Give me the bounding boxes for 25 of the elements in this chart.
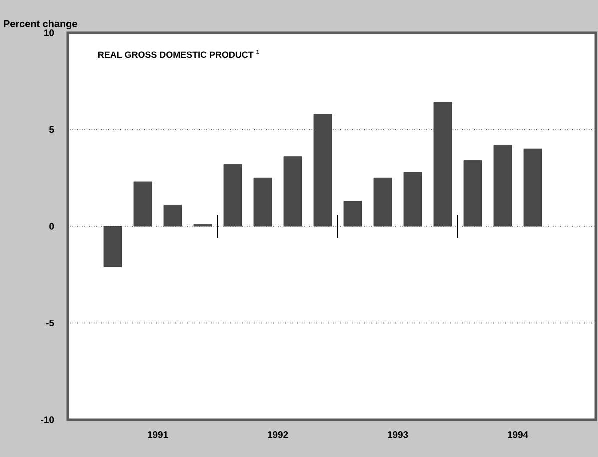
text: REAL GROSS DOMESTIC PRODUCT $^{1}$ [98, 50, 260, 58]
y-tick-label: 5 [50, 126, 54, 134]
bar [284, 156, 302, 227]
bar [464, 160, 482, 227]
y-tick-label: 0 [50, 223, 54, 230]
bar [254, 178, 272, 227]
y-tick-label: -5 [46, 320, 54, 327]
bar [494, 145, 512, 227]
x-tick-label: 1991 [148, 432, 168, 438]
y-axis-title: Percent change [4, 20, 78, 30]
bar [134, 182, 152, 227]
y-tick-label: -10 [41, 416, 54, 424]
bar [104, 226, 122, 268]
bar [344, 201, 362, 227]
bar [404, 172, 422, 227]
bar [524, 148, 542, 227]
x-tick-label: 1993 [388, 432, 408, 438]
bar [374, 178, 392, 227]
bar [164, 205, 182, 227]
bar [314, 114, 332, 227]
bar [224, 164, 242, 227]
bar [434, 102, 452, 227]
y-tick-label: 10 [44, 30, 54, 36]
x-tick-label: 1994 [508, 432, 528, 438]
x-tick-label: 1992 [268, 432, 288, 438]
